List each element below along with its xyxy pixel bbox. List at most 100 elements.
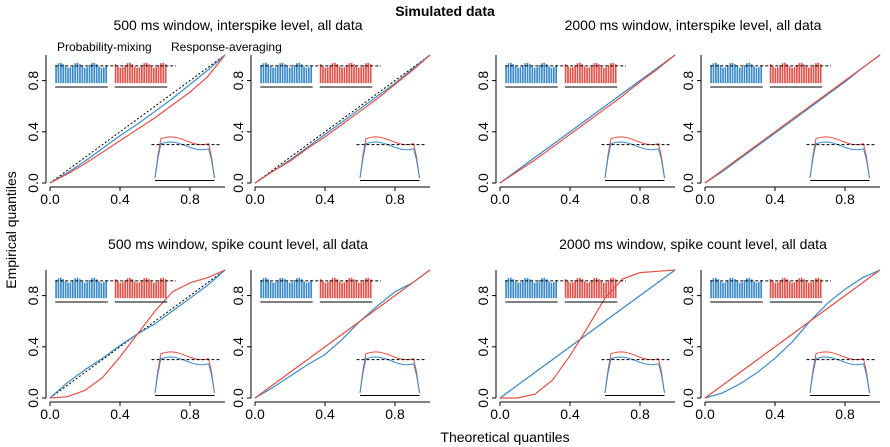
y-tick-label: 0.4	[25, 337, 41, 357]
inset-bar	[786, 64, 789, 84]
inset-bar	[350, 277, 353, 299]
inset-histogram	[505, 62, 558, 88]
inset-bar	[281, 62, 284, 84]
inset-bar	[296, 63, 298, 84]
y-tick-label: 0.0	[230, 388, 246, 408]
inset-bar	[155, 282, 157, 299]
inset-bar	[536, 282, 538, 299]
inset-bar	[743, 280, 746, 299]
inset-bar	[784, 277, 786, 299]
inset-bar	[715, 62, 717, 84]
inset-histogram	[710, 277, 763, 303]
inset-bar	[738, 67, 741, 84]
inset-bar	[605, 67, 607, 84]
inset-bar	[807, 282, 810, 299]
inset-bar	[71, 65, 74, 84]
inset-bar	[545, 64, 548, 84]
inset-bar	[119, 282, 122, 299]
inset-bar	[307, 67, 310, 84]
inset-bar	[367, 277, 370, 299]
series-line-response-averaging	[254, 54, 431, 184]
inset-bar	[529, 279, 531, 299]
qq-panel-2: 0.0 0.4 0.8 0.0 0.4 0.8	[230, 54, 431, 207]
inset-bar	[98, 66, 100, 84]
inset-bar	[588, 67, 591, 84]
inset-histogram	[114, 62, 168, 88]
y-tick-label: 0.8	[230, 71, 246, 91]
inset-bar	[760, 65, 763, 84]
x-tick-label: 0.4	[560, 191, 580, 207]
inset-bar	[57, 278, 60, 299]
inset-bar	[798, 63, 801, 84]
inset-bar	[62, 279, 65, 299]
series-line-response-averaging	[49, 54, 226, 184]
inset-bar	[519, 282, 522, 299]
inset-histogram	[260, 277, 313, 303]
inset-bar	[303, 281, 305, 299]
y-tick-label: 0.4	[680, 122, 696, 142]
y-tick-label: 0.4	[475, 337, 491, 357]
inset-bar	[605, 282, 607, 299]
inset-bar	[531, 66, 534, 84]
y-tick-label: 0.4	[25, 122, 41, 142]
inset-bar	[348, 63, 351, 84]
reference-diagonal	[49, 54, 226, 184]
x-tick-label: 0.0	[40, 191, 60, 207]
inset-bar	[338, 66, 341, 84]
y-tick-label: 0.0	[25, 173, 41, 193]
inset-bar	[281, 277, 284, 299]
inset-histogram	[319, 62, 373, 88]
inset-bar	[67, 282, 69, 299]
inset-bar	[119, 67, 122, 84]
inset-bar	[757, 67, 760, 84]
inset-bar	[803, 64, 805, 84]
x-tick-label: 0.8	[180, 406, 200, 422]
inset-bar	[555, 65, 558, 84]
series-line-response-averaging	[49, 269, 226, 399]
inset-bar	[305, 67, 308, 84]
inset-bar	[74, 278, 77, 299]
inset-bar	[607, 280, 610, 299]
inset-bar	[300, 64, 303, 84]
x-tick-label: 0.4	[315, 406, 335, 422]
inset-bar	[334, 62, 336, 84]
inset-density-curve	[154, 136, 215, 178]
inset-bar	[79, 279, 81, 299]
inset-bar	[715, 277, 717, 299]
inset-bar	[567, 281, 569, 299]
inset-bar	[334, 277, 336, 299]
inset-bar	[102, 67, 105, 84]
inset-bar	[343, 282, 346, 299]
inset-bar	[805, 66, 808, 84]
inset-bar	[162, 62, 165, 84]
panels: 0.0 0.4 0.80.00.40.80.0 0.4 0.80.00.40.80.0 0…	[25, 54, 881, 422]
inset-bar	[143, 278, 146, 299]
inset-bar	[734, 64, 736, 84]
inset-bar	[326, 67, 329, 84]
inset-bar	[117, 66, 119, 84]
inset-bar	[810, 67, 812, 84]
inset-bar	[355, 281, 358, 299]
inset-bar	[555, 280, 558, 299]
inset-bar	[267, 279, 270, 299]
inset-bar	[726, 65, 729, 84]
inset-bar	[598, 279, 600, 299]
inset-bar	[579, 62, 581, 84]
inset-bar	[86, 282, 88, 299]
inset-bar	[760, 280, 763, 299]
inset-bar	[550, 67, 553, 84]
inset-bar	[741, 282, 743, 299]
y-tick-label: 0.0	[475, 388, 491, 408]
inset-bar	[162, 277, 165, 299]
inset-bar	[788, 281, 791, 299]
inset-bar	[543, 62, 546, 84]
inset-bar	[71, 280, 74, 299]
inset-bar	[753, 281, 755, 299]
inset-density-curve	[154, 351, 215, 393]
inset-bar	[55, 65, 57, 84]
inset-bar	[276, 65, 279, 84]
inset-bar	[614, 64, 617, 84]
inset-bar	[76, 62, 79, 84]
inset-bar	[774, 67, 777, 84]
inset-bar	[145, 277, 148, 299]
